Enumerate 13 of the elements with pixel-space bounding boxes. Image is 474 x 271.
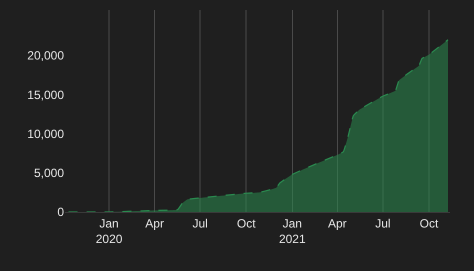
x-tick-label: Oct — [236, 216, 256, 230]
x-tick-label: Jul — [375, 216, 391, 230]
y-tick-label: 10,000 — [27, 126, 64, 141]
x-tick-label: Oct — [420, 216, 439, 230]
x-tick-label: Apr — [328, 216, 347, 230]
x-tick-label: Jan 2021 — [278, 216, 306, 246]
x-tick-label: Jul — [192, 216, 208, 230]
y-tick-label: 0 — [57, 205, 64, 220]
y-tick-label: 20,000 — [27, 48, 64, 63]
y-tick-label: 5,000 — [34, 166, 64, 180]
x-tick-label: Jan 2020 — [96, 216, 123, 246]
y-tick-label: 15,000 — [27, 88, 64, 102]
x-tick-label: Apr — [145, 216, 164, 230]
